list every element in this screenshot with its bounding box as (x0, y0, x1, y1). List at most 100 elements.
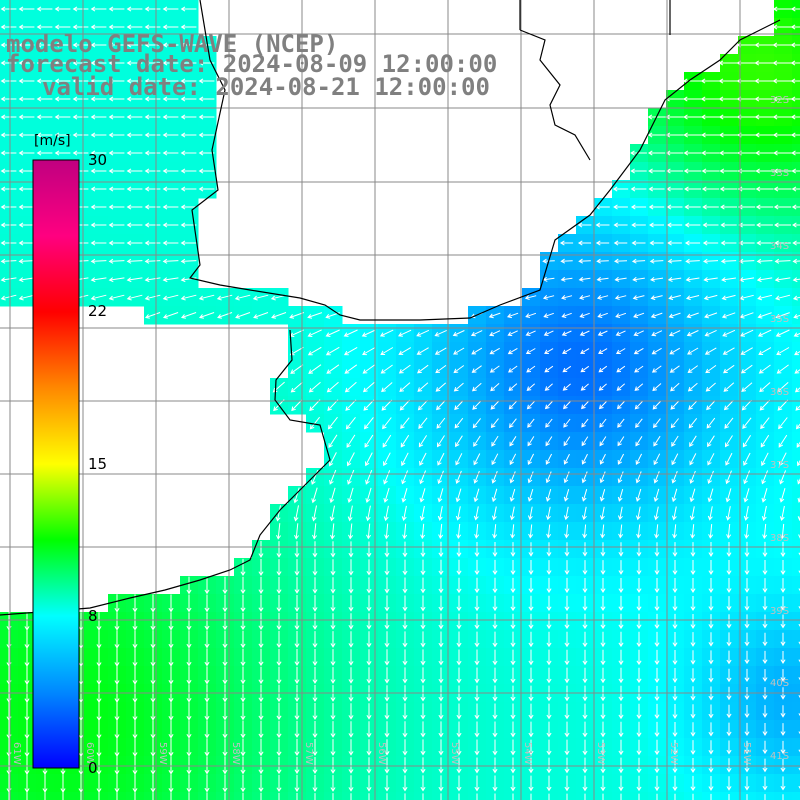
wind-arrow (240, 612, 246, 631)
wind-arrow (559, 240, 574, 246)
wind-arrow (368, 793, 370, 800)
wind-arrow (276, 595, 282, 612)
wind-arrow (206, 792, 208, 800)
wind-arrow (726, 758, 732, 773)
wind-arrow (743, 506, 749, 521)
wind-arrow (54, 132, 71, 138)
wind-arrow (706, 400, 716, 411)
wind-arrow (708, 668, 714, 683)
wind-arrow (649, 222, 664, 228)
wind-arrow (718, 96, 739, 102)
wind-arrow (473, 488, 480, 503)
wind-arrow (564, 739, 570, 756)
wind-arrow (362, 347, 376, 356)
wind-arrow (701, 168, 720, 174)
wind-arrow (126, 258, 143, 264)
wind-arrow (108, 186, 125, 192)
wind-arrow (90, 60, 107, 66)
wind-arrow (636, 524, 642, 539)
wind-arrow (54, 24, 71, 30)
wind-arrow (420, 721, 426, 738)
longitude-label: 60W (84, 742, 95, 765)
wind-arrow (348, 649, 354, 666)
wind-arrow (528, 739, 534, 756)
wind-arrow (740, 347, 753, 355)
wind-arrow (126, 168, 143, 174)
wind-arrow (744, 740, 750, 755)
wind-arrow (492, 595, 498, 612)
wind-arrow (258, 756, 264, 775)
wind-arrow (472, 400, 482, 410)
wind-arrow (648, 168, 665, 174)
wind-arrow (722, 347, 735, 355)
wind-arrow (0, 24, 17, 30)
wind-arrow (653, 471, 660, 484)
wind-arrow (618, 721, 624, 738)
wind-arrow (725, 452, 733, 466)
wind-arrow (636, 578, 642, 593)
wind-arrow (402, 649, 408, 666)
wind-arrow (180, 42, 197, 48)
wind-arrow (760, 434, 770, 448)
wind-arrow (598, 348, 608, 354)
wind-arrow (98, 792, 100, 800)
wind-arrow (546, 721, 552, 738)
wind-arrow (780, 632, 786, 647)
wind-arrow (726, 650, 732, 665)
wind-arrow (96, 612, 102, 631)
wind-arrow (528, 721, 534, 738)
wind-arrow (108, 96, 125, 102)
wind-arrow (685, 277, 700, 282)
wind-arrow (525, 330, 536, 336)
wind-arrow (600, 703, 606, 720)
wind-arrow (654, 775, 660, 792)
wind-arrow (633, 347, 644, 355)
wind-arrow (777, 399, 789, 411)
wind-arrow (402, 667, 408, 684)
wind-arrow (527, 418, 535, 428)
wind-arrow (762, 614, 768, 629)
wind-arrow (258, 559, 264, 576)
wind-arrow (473, 453, 481, 466)
wind-arrow (402, 631, 408, 648)
wind-arrow (474, 559, 480, 576)
longitude-label: 59W (157, 742, 168, 765)
wind-arrow (544, 365, 554, 373)
speed-cell (792, 396, 800, 415)
wind-arrow (144, 132, 161, 138)
wind-arrow (600, 649, 606, 666)
wind-arrow (492, 775, 498, 792)
wind-arrow (780, 614, 786, 629)
wind-arrow (670, 400, 680, 410)
wind-arrow (508, 418, 517, 429)
longitude-labels: 61W 60W 59W 58W 57W 56W 55W 54W 53W 52W 51W (11, 742, 752, 765)
wind-arrow (702, 240, 719, 246)
speed-cell (792, 720, 800, 739)
wind-arrow (440, 793, 442, 800)
wind-arrow (564, 577, 570, 594)
wind-arrow (168, 720, 174, 739)
wind-arrow (150, 720, 156, 739)
wind-arrow (633, 312, 645, 319)
wind-arrow (690, 650, 696, 665)
wind-arrow (600, 631, 606, 648)
wind-arrow (296, 793, 298, 800)
speed-cell (792, 414, 800, 433)
wind-arrow (312, 523, 317, 540)
wind-arrow (126, 78, 143, 84)
wind-arrow (258, 738, 264, 757)
wind-arrow (564, 757, 570, 774)
wind-arrow (42, 774, 48, 793)
wind-arrow (330, 667, 336, 684)
wind-arrow (726, 596, 732, 611)
wind-arrow (402, 577, 408, 594)
wind-arrow (347, 505, 353, 522)
wind-arrow (726, 722, 732, 737)
wind-arrow (600, 775, 606, 792)
wind-arrow (114, 774, 120, 793)
wind-arrow (723, 364, 735, 374)
wind-arrow (90, 258, 107, 264)
wind-arrow (510, 649, 516, 666)
wind-arrow (294, 595, 300, 612)
